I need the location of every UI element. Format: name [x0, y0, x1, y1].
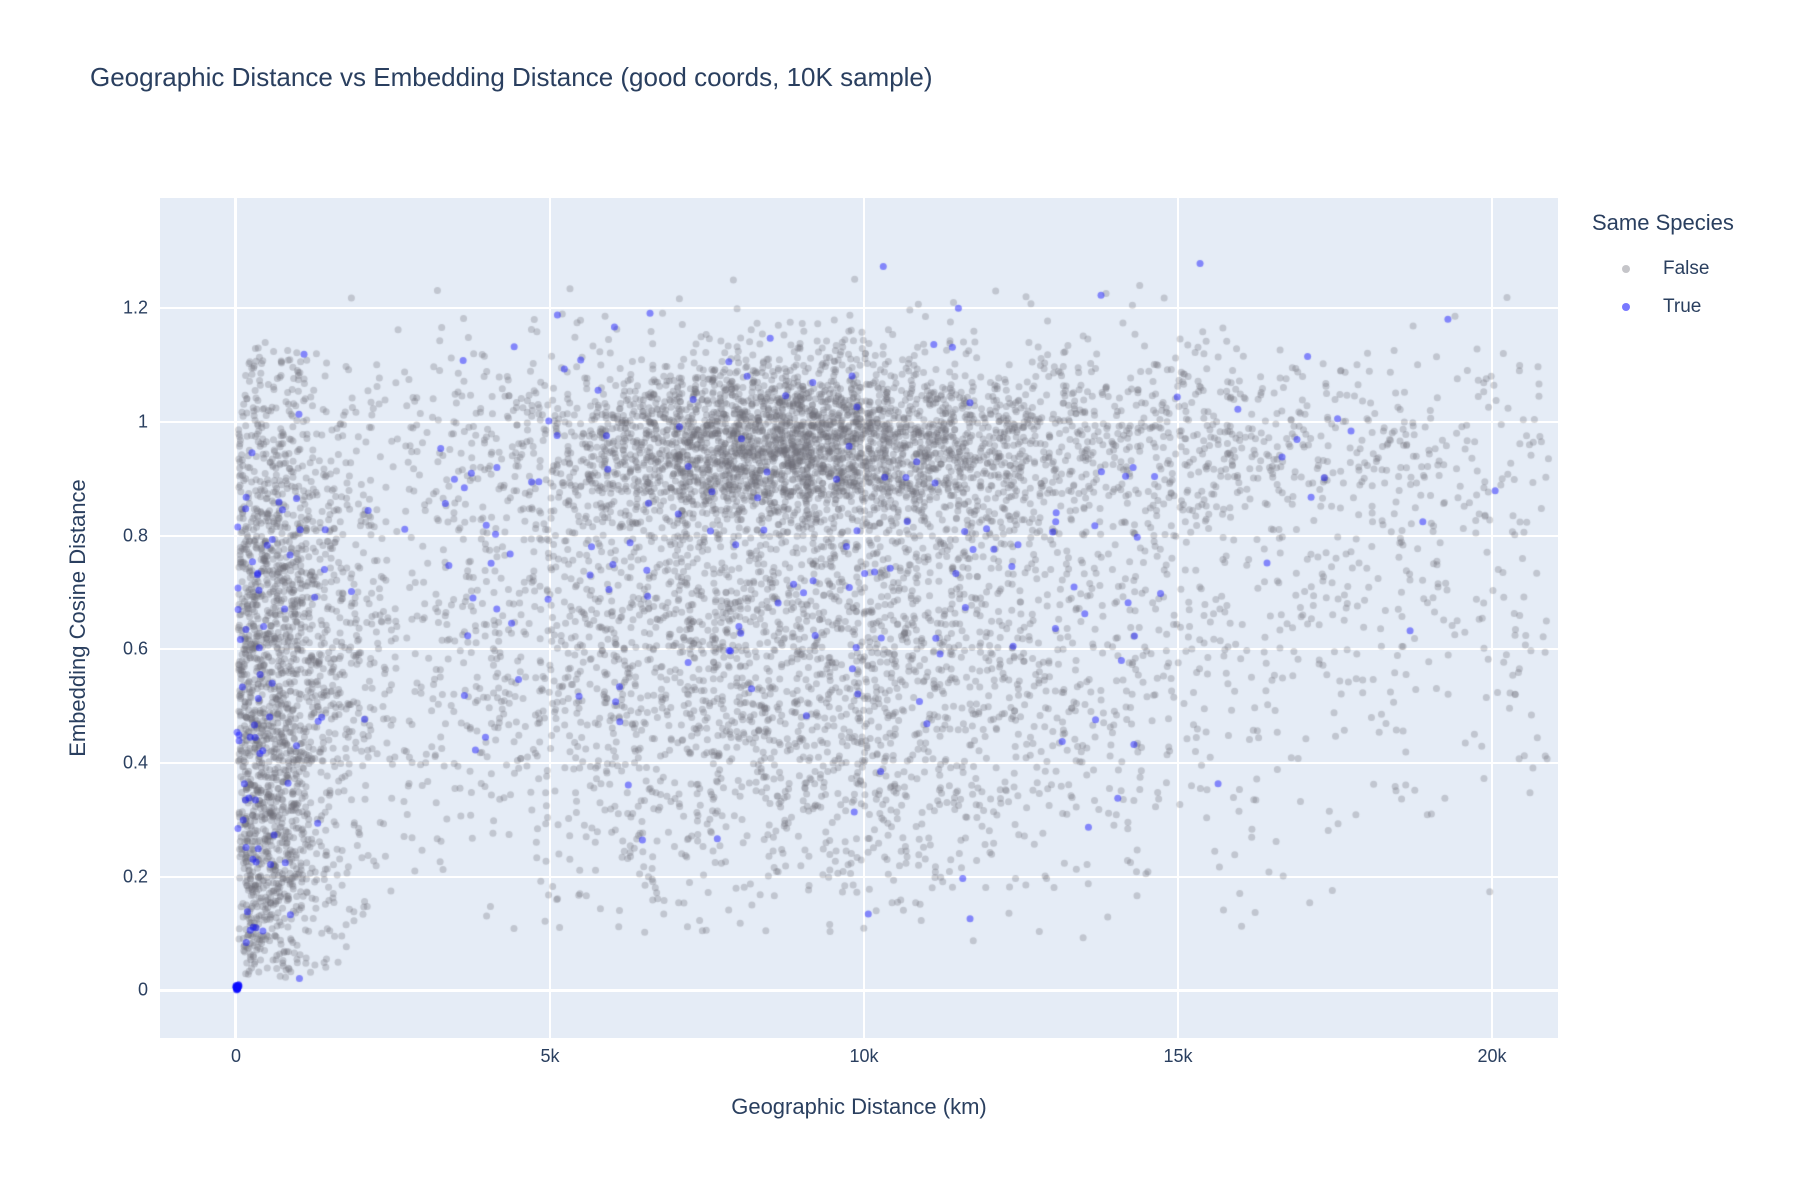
y-tick-label: 0.8 [122, 525, 148, 546]
y-tick-label: 1 [137, 411, 148, 432]
legend-marker-false-icon [1622, 265, 1630, 273]
legend-label-true: True [1663, 296, 1702, 317]
legend-entry-true[interactable]: True [1592, 288, 1734, 326]
x-tick-label: 5k [540, 1046, 560, 1066]
chart-title: Geographic Distance vs Embedding Distanc… [90, 62, 933, 92]
y-axis-title: Embedding Cosine Distance [65, 479, 90, 757]
y-tick-label: 0 [137, 979, 148, 1000]
x-tick-label: 0 [230, 1046, 241, 1066]
legend: Same Species False True [1592, 210, 1734, 326]
y-tick-label: 0.6 [122, 638, 148, 659]
plot-area[interactable] [160, 198, 1558, 1038]
y-tick-label: 1.2 [122, 297, 148, 318]
x-tick-label: 20k [1477, 1046, 1507, 1066]
scatter-points-canvas[interactable] [160, 198, 1558, 1038]
legend-title: Same Species [1592, 210, 1734, 235]
x-axis-title: Geographic Distance (km) [731, 1094, 987, 1119]
x-tick-label: 10k [849, 1046, 879, 1066]
legend-label-false: False [1663, 258, 1710, 279]
legend-marker-true-icon [1622, 303, 1630, 311]
y-tick-label: 0.4 [122, 752, 148, 773]
y-tick-label: 0.2 [122, 866, 148, 887]
legend-entry-false[interactable]: False [1592, 250, 1734, 288]
x-tick-label: 15k [1163, 1046, 1193, 1066]
